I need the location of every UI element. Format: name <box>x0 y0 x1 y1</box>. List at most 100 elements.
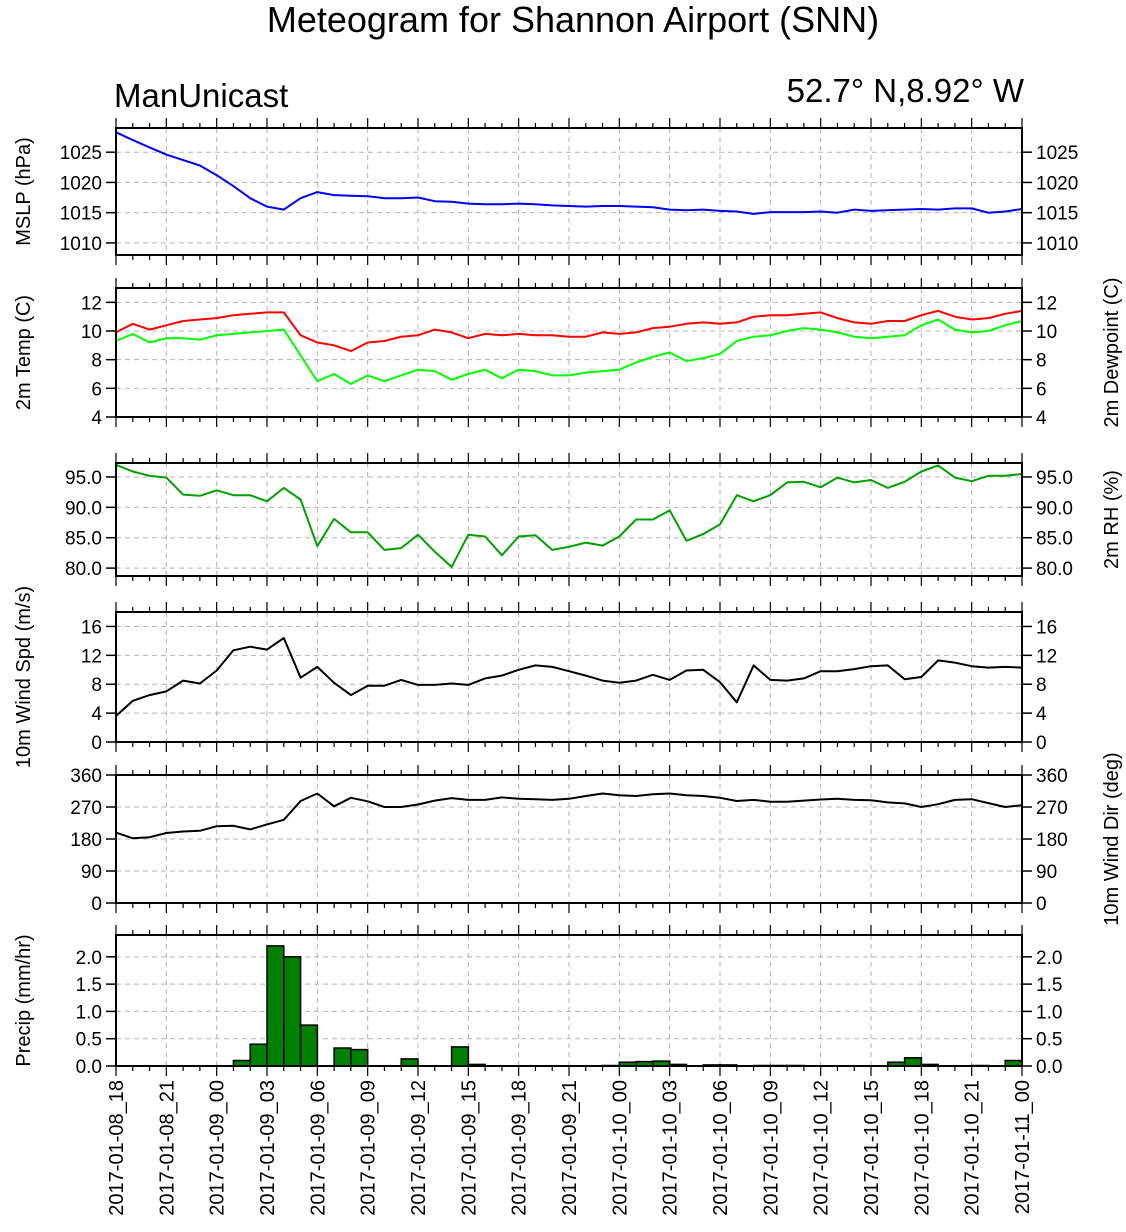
y-tick-label-right: 95.0 <box>1036 468 1073 489</box>
y-tick-label-left: 180 <box>70 830 102 851</box>
x-tick-label: 2017-01-10_18 <box>911 1080 933 1216</box>
y-tick-label-right: 8 <box>1036 351 1047 372</box>
y-tick-label-left: 12 <box>81 646 102 667</box>
y-tick-label-left: 90.0 <box>65 498 102 519</box>
y-tick-label-left: 1010 <box>60 234 102 255</box>
y-tick-label-left: 2.0 <box>76 948 102 969</box>
precip-bar <box>400 1058 419 1067</box>
y-tick-label-left: 0 <box>91 894 102 915</box>
y-tick-label-right: 360 <box>1036 766 1068 787</box>
x-tick-label: 2017-01-09_18 <box>509 1080 531 1216</box>
x-tick-label: 2017-01-11_00 <box>1012 1080 1034 1214</box>
y-tick-label-right: 1.5 <box>1036 975 1062 996</box>
y-tick-label-left: 1.0 <box>76 1002 102 1023</box>
x-tick-label: 2017-01-09_15 <box>458 1080 480 1216</box>
y-tick-label-right: 270 <box>1036 798 1068 819</box>
x-tick-label: 2017-01-09_03 <box>257 1080 279 1216</box>
y-tick-label-right: 85.0 <box>1036 529 1073 550</box>
y-tick-label-right: 0.5 <box>1036 1030 1062 1051</box>
mslp-series-0-line <box>115 131 1023 215</box>
panel-wdir: 0 0 90 90 180 180 270 270 360 360 10m Wind Dir (de… <box>70 752 1123 925</box>
panel-frame <box>115 462 1023 577</box>
chart-title: Meteogram for Shannon Airport (SNN) <box>267 0 879 40</box>
y-axis-label-left: Precip (mm/hr) <box>13 934 35 1066</box>
y-tick-label-left: 0.5 <box>76 1030 102 1051</box>
precip-bar <box>299 1024 319 1067</box>
y-tick-label-left: 1025 <box>60 143 102 164</box>
y-tick-label-right: 10 <box>1036 322 1057 343</box>
x-tick-label: 2017-01-10_15 <box>861 1080 883 1216</box>
y-tick-label-right: 16 <box>1036 617 1057 638</box>
y-tick-label-left: 1015 <box>60 204 102 225</box>
panel-rh: 80.0 80.0 85.0 85.0 90.0 90.0 95.0 95.0 2m RH (%… <box>65 453 1123 586</box>
panel-wspd: 0 0 4 4 8 8 12 12 16 16 10m Wind Spd (m/s) <box>13 586 1057 768</box>
y-tick-label-left: 0 <box>91 733 102 754</box>
y-tick-label-left: 12 <box>81 293 102 314</box>
panel-frame <box>115 287 1023 418</box>
wspd-series-0-line <box>115 637 1023 717</box>
y-axis-label-left: MSLP (hPa) <box>13 137 35 246</box>
x-tick-label: 2017-01-09_09 <box>358 1080 380 1216</box>
y-tick-label-right: 90.0 <box>1036 498 1073 519</box>
y-tick-label-right: 8 <box>1036 675 1047 696</box>
y-tick-label-left: 1020 <box>60 173 102 194</box>
x-tick-label: 2017-01-09_21 <box>559 1080 581 1216</box>
y-tick-label-left: 80.0 <box>65 559 102 580</box>
panel-frame <box>115 774 1023 904</box>
y-tick-label-right: 1010 <box>1036 234 1078 255</box>
rh-series-0-line <box>115 463 1023 568</box>
y-axis-label-left: 2m Temp (C) <box>13 295 35 410</box>
y-tick-label-left: 0.0 <box>76 1057 102 1078</box>
location-coordinates: 52.7° N,8.92° W <box>787 72 1025 109</box>
panel-temp: 4 4 6 6 8 8 10 10 12 12 2m Temp (C) 2m Dewpoint (C) <box>13 277 1123 429</box>
y-tick-label-left: 8 <box>91 675 102 696</box>
y-tick-label-right: 80.0 <box>1036 559 1073 580</box>
panel-mslp: 1010 1010 1015 1015 1020 1020 1025 1025 MSLP (hP… <box>13 118 1078 265</box>
y-tick-label-right: 4 <box>1036 408 1047 429</box>
y-tick-label-right: 0.0 <box>1036 1057 1062 1078</box>
panel-precip: 0.0 0.0 0.5 0.5 1.0 1.0 1.5 1.5 2.0 2.0 Precip (mm… <box>13 925 1062 1078</box>
y-tick-label-right: 90 <box>1036 862 1057 883</box>
y-tick-label-left: 360 <box>70 766 102 787</box>
y-tick-label-right: 12 <box>1036 646 1057 667</box>
y-axis-label-left: 10m Wind Spd (m/s) <box>13 586 35 768</box>
y-tick-label-left: 85.0 <box>65 529 102 550</box>
y-tick-label-left: 270 <box>70 798 102 819</box>
panel-frame <box>115 611 1023 743</box>
y-tick-label-right: 12 <box>1036 293 1057 314</box>
x-tick-label: 2017-01-09_06 <box>307 1080 329 1216</box>
x-tick-label: 2017-01-10_09 <box>760 1080 782 1216</box>
y-tick-label-left: 90 <box>81 862 102 883</box>
precip-bar <box>266 945 285 1067</box>
x-tick-label: 2017-01-10_12 <box>811 1080 833 1216</box>
y-tick-label-right: 6 <box>1036 379 1047 400</box>
y-tick-label-left: 95.0 <box>65 468 102 489</box>
y-tick-label-left: 4 <box>91 704 102 725</box>
precip-bar <box>450 1046 470 1067</box>
y-tick-label-right: 2.0 <box>1036 948 1062 969</box>
precip-bar <box>350 1048 369 1067</box>
x-tick-label: 2017-01-09_12 <box>408 1080 430 1216</box>
y-axis-label-right: 2m RH (%) <box>1101 470 1123 569</box>
y-tick-label-left: 6 <box>91 379 102 400</box>
y-tick-label-right: 1015 <box>1036 204 1078 225</box>
x-tick-label: 2017-01-08_18 <box>106 1080 128 1216</box>
y-tick-label-left: 8 <box>91 351 102 372</box>
y-tick-label-left: 4 <box>91 408 102 429</box>
y-axis-label-right: 2m Dewpoint (C) <box>1101 277 1123 427</box>
y-axis-label-right: 10m Wind Dir (deg) <box>1101 752 1123 925</box>
y-tick-label-right: 1025 <box>1036 143 1078 164</box>
x-tick-label: 2017-01-08_21 <box>156 1080 178 1216</box>
precip-bar <box>903 1057 923 1067</box>
y-tick-label-right: 1.0 <box>1036 1002 1062 1023</box>
x-tick-label: 2017-01-10_06 <box>710 1080 732 1216</box>
y-tick-label-left: 16 <box>81 617 102 638</box>
model-name: ManUnicast <box>114 77 288 114</box>
precip-bar <box>249 1043 268 1067</box>
precip-bar <box>283 956 302 1067</box>
x-tick-label: 2017-01-09_00 <box>207 1080 229 1216</box>
y-tick-label-right: 180 <box>1036 830 1068 851</box>
temp-series-0-line <box>115 309 1023 353</box>
y-tick-label-right: 4 <box>1036 704 1047 725</box>
